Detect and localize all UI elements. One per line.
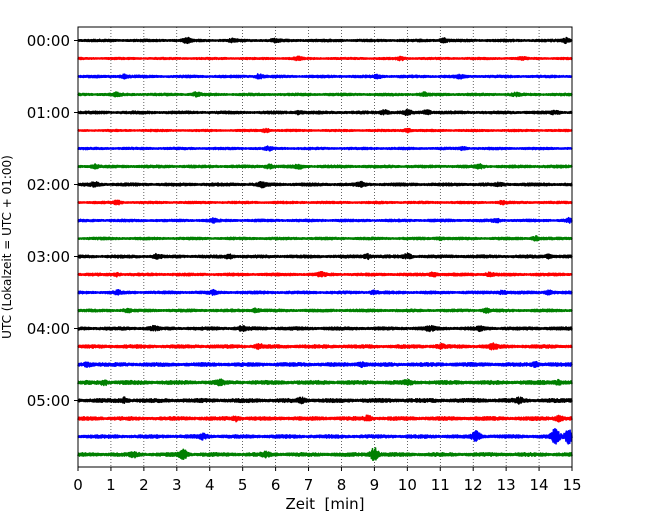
x-tick-label: 15 xyxy=(562,476,581,494)
trace-0330 xyxy=(77,288,573,296)
y-tick-label: 05:00 xyxy=(27,392,70,410)
trace-0200 xyxy=(77,180,573,189)
x-tick-label: 3 xyxy=(172,476,182,494)
trace-0230 xyxy=(77,216,573,224)
x-tick-label: 14 xyxy=(530,476,549,494)
y-axis-label: UTC (Lokalzeit = UTC + 01:00) xyxy=(0,155,14,339)
trace-0530 xyxy=(77,427,573,445)
trace-0415 xyxy=(77,342,573,351)
trace-0030 xyxy=(77,73,573,80)
x-tick-label: 6 xyxy=(271,476,281,494)
trace-0345 xyxy=(77,307,573,314)
trace-0500 xyxy=(77,396,573,405)
trace-0100 xyxy=(77,108,573,117)
trace-0015 xyxy=(77,55,573,62)
y-tick-label: 04:00 xyxy=(27,320,70,338)
trace-0000 xyxy=(77,36,573,45)
y-tick-label: 01:00 xyxy=(27,104,70,122)
x-tick-label: 5 xyxy=(238,476,248,494)
trace-0545 xyxy=(77,447,573,462)
x-tick-label: 0 xyxy=(73,476,83,494)
trace-0215 xyxy=(77,199,573,206)
x-tick-label: 2 xyxy=(139,476,149,494)
x-tick-label: 4 xyxy=(205,476,215,494)
trace-0145 xyxy=(77,163,573,170)
y-axis: 00:00 01:00 02:00 03:00 04:00 05:00 xyxy=(27,32,78,410)
y-tick-label: 00:00 xyxy=(27,32,70,50)
plot-frame xyxy=(77,26,573,468)
x-tick-label: 11 xyxy=(431,476,450,494)
trace-0515 xyxy=(77,414,573,423)
trace-0115 xyxy=(77,127,573,134)
trace-0130 xyxy=(77,145,573,152)
trace-0045 xyxy=(77,91,573,98)
trace-0400 xyxy=(77,324,573,333)
y-tick-label: 02:00 xyxy=(27,176,70,194)
x-axis-label: Zeit [min] xyxy=(285,495,364,513)
trace-0245 xyxy=(77,235,573,242)
x-tick-label: 9 xyxy=(370,476,380,494)
x-tick-label: 13 xyxy=(497,476,516,494)
trace-0315 xyxy=(77,270,573,278)
trace-group xyxy=(77,36,573,462)
y-tick-label: 03:00 xyxy=(27,248,70,266)
x-tick-label: 8 xyxy=(337,476,347,494)
x-tick-label: 1 xyxy=(106,476,116,494)
x-tick-label: 12 xyxy=(464,476,483,494)
trace-0430 xyxy=(77,360,573,369)
x-axis: 0 1 2 3 4 5 6 7 8 9 10 11 12 13 14 15 xyxy=(73,467,582,494)
x-tick-label: 7 xyxy=(304,476,314,494)
x-tick-label: 10 xyxy=(398,476,417,494)
grid-lines xyxy=(110,27,540,467)
trace-0445 xyxy=(77,378,573,387)
trace-0300 xyxy=(77,252,573,261)
